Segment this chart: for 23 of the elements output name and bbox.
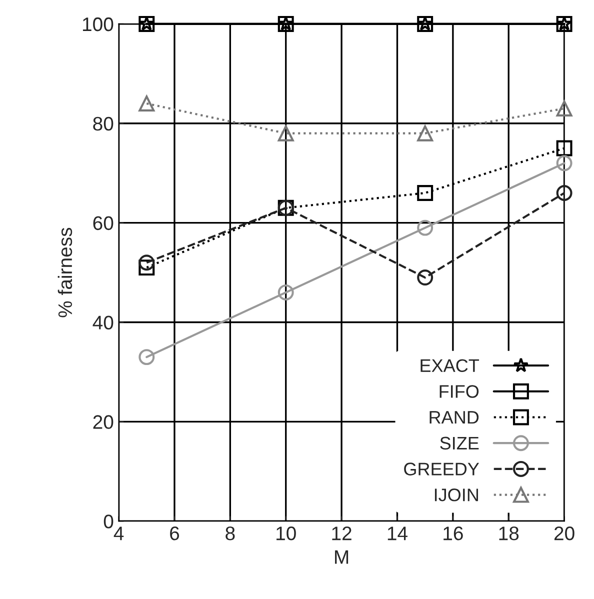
x-tick-label: 16 [444, 526, 463, 540]
x-axis-title: M [335, 550, 348, 564]
y-axis-title: % fairness [58, 228, 72, 318]
y-tick-label: 20 [93, 415, 114, 429]
x-tick-label: 6 [170, 526, 180, 540]
y-tick-label: 0 [104, 514, 114, 528]
x-tick-label: 14 [388, 526, 408, 540]
x-tick-label: 18 [499, 526, 519, 540]
legend-label: FIFO [440, 385, 479, 398]
legend-label: SIZE [440, 436, 479, 450]
legend-label: GREEDY [404, 462, 480, 476]
x-tick-label: 4 [114, 526, 124, 540]
legend-label: EXACT [420, 359, 480, 372]
y-tick-label: 40 [92, 316, 114, 330]
legend-label: RAND [430, 411, 479, 424]
y-tick-label: 80 [93, 116, 114, 131]
x-tick-label: 10 [276, 526, 296, 540]
x-tick-label: 20 [554, 526, 574, 540]
legend-label: IJOIN [434, 488, 478, 502]
y-tick-label: 60 [93, 216, 114, 230]
x-tick-label: 8 [226, 526, 235, 540]
x-tick-label: 12 [332, 526, 352, 540]
y-tick-label: 100 [82, 17, 114, 32]
